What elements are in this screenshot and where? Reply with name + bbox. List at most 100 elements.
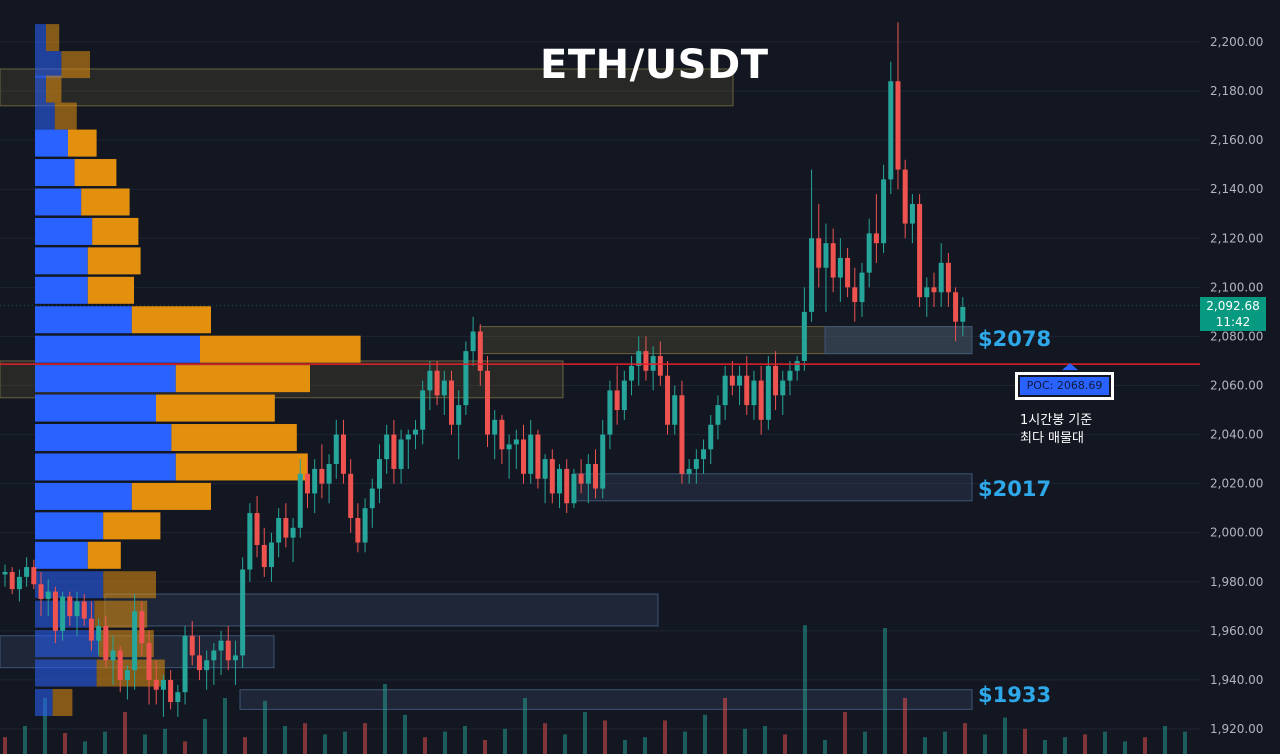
volume-bar	[943, 731, 947, 754]
volume-bar	[843, 712, 847, 754]
profile-buy-bar	[35, 453, 176, 481]
candle-body	[693, 459, 699, 469]
profile-buy-bar	[35, 102, 55, 130]
volume-bar	[343, 731, 347, 754]
candle-body	[701, 449, 707, 460]
price-axis[interactable]: 2,200.00 2,180.00 2,160.00 2,140.00 2,120.00…	[1200, 0, 1280, 754]
candle-body	[189, 635, 195, 656]
candle-body	[708, 424, 714, 450]
candle-body	[600, 434, 606, 489]
candle-body	[463, 351, 469, 406]
candle-body	[758, 380, 764, 420]
candle-body	[852, 287, 858, 303]
candle-body	[218, 640, 224, 651]
volume-bar	[63, 733, 67, 754]
candle-body	[650, 356, 656, 371]
candle-body	[924, 287, 930, 298]
candle-body	[665, 375, 671, 425]
candle-body	[333, 434, 339, 465]
profile-sell-bar	[103, 512, 161, 540]
volume-bar	[123, 712, 127, 754]
volume-bar	[383, 684, 387, 754]
volume-bar	[403, 714, 407, 754]
price-zone	[479, 326, 973, 355]
candle-body	[24, 567, 30, 577]
volume-bar	[203, 719, 207, 754]
candle-body	[81, 601, 87, 619]
candle-body	[751, 380, 757, 406]
price-zone	[0, 68, 734, 107]
volume-bar	[243, 737, 247, 754]
candle-body	[38, 584, 44, 599]
candle-body	[593, 464, 599, 489]
candle-body	[304, 473, 310, 494]
volume-bar	[1063, 737, 1067, 754]
volume-bar	[283, 726, 287, 754]
candle-body	[283, 517, 289, 538]
candle-body	[9, 571, 15, 590]
profile-buy-bar	[35, 512, 104, 540]
candle-body	[391, 434, 397, 469]
candle-body	[816, 238, 822, 268]
profile-buy-bar	[35, 75, 46, 103]
volume-bar	[443, 731, 447, 754]
candle-body	[506, 444, 512, 450]
candle-body	[261, 544, 267, 568]
candle-body	[88, 618, 94, 641]
profile-buy-bar	[35, 51, 62, 79]
candle-body	[614, 390, 620, 411]
profile-sell-bar	[96, 659, 165, 687]
volume-bar	[783, 734, 787, 754]
candle-body	[268, 542, 274, 568]
y-tick-label: 2,200.00	[1210, 35, 1263, 49]
profile-sell-bar	[87, 541, 121, 569]
candle-body	[240, 569, 246, 656]
price-zone	[239, 689, 973, 710]
volume-bar	[183, 741, 187, 754]
volume-bar	[463, 726, 467, 754]
candle-body	[715, 405, 721, 425]
candle-body	[744, 375, 750, 406]
y-tick-label: 2,020.00	[1210, 477, 1263, 491]
candle-body	[31, 567, 37, 585]
candle-countdown: 11:42	[1215, 315, 1251, 329]
profile-buy-bar	[35, 482, 132, 510]
poc-badge-label: POC: 2068.69	[1020, 377, 1109, 395]
candle-body	[578, 473, 584, 484]
profile-buy-bar	[35, 424, 172, 452]
candle-body	[621, 380, 627, 411]
candlestick-series	[2, 22, 966, 717]
volume-bar	[983, 734, 987, 754]
candle-body	[888, 81, 894, 180]
candle-body	[866, 233, 872, 273]
volume-bar	[823, 740, 827, 754]
volume-bar	[683, 731, 687, 754]
candle-body	[672, 395, 678, 425]
volume-bar	[223, 698, 227, 754]
candle-body	[938, 262, 944, 293]
candle-body	[427, 370, 433, 391]
candle-body	[873, 233, 879, 244]
candle-body	[722, 375, 728, 406]
profile-sell-bar	[131, 306, 211, 334]
candle-body	[52, 591, 58, 631]
candle-body	[117, 650, 123, 680]
volume-bar	[1003, 717, 1007, 754]
profile-sell-bar	[103, 571, 156, 599]
candle-body	[247, 513, 253, 570]
candle-body	[434, 370, 440, 396]
level-label-1933: $1933	[978, 683, 1052, 708]
current-price: 2,092.68	[1206, 299, 1260, 313]
volume-bar	[743, 728, 747, 754]
volume-bar	[883, 628, 887, 754]
candle-body	[477, 331, 483, 371]
price-zone	[104, 593, 659, 627]
candle-body	[557, 468, 563, 494]
candle-body	[448, 380, 454, 425]
y-tick-label: 2,100.00	[1210, 280, 1263, 294]
profile-buy-bar	[35, 306, 132, 334]
annotation-note: 1시간봉 기준 최다 매물대	[1020, 413, 1093, 446]
candle-body	[2, 571, 8, 575]
poc-pointer-icon	[1062, 363, 1078, 371]
